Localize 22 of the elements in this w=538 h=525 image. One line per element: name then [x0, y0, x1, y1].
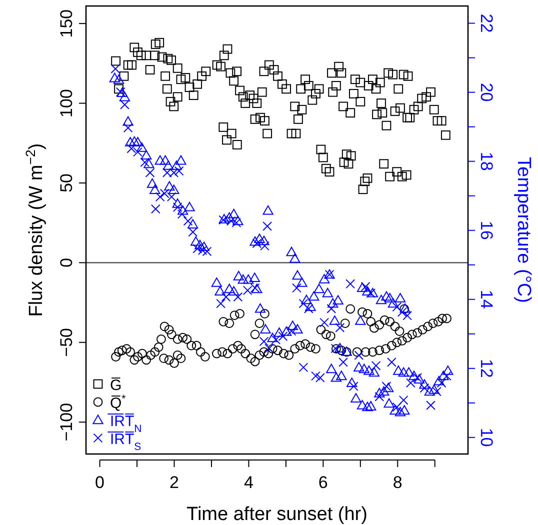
y2-tick-label: 22 [477, 14, 496, 33]
y-tick-label: −100 [57, 402, 76, 442]
y-tick-label: 150 [57, 9, 76, 38]
y2-tick-label: 16 [477, 220, 496, 240]
y2-tick-label: 20 [477, 82, 496, 102]
y2-axis-title: Temperature (°C) [513, 157, 534, 303]
x-axis-title: Time after sunset (hr) [186, 504, 368, 525]
y2-tick-label: 10 [477, 428, 496, 447]
y2-tick-label: 12 [477, 358, 496, 378]
legend-label: G̅ [110, 377, 122, 394]
y2-tick-label: 18 [477, 152, 496, 171]
x-tick-label: 4 [244, 473, 254, 492]
y-tick-label: 100 [57, 89, 76, 118]
x-tick-label: 0 [95, 473, 105, 492]
x-tick-label: 6 [318, 473, 328, 492]
x-tick-label: 2 [170, 473, 179, 492]
y-tick-label: −50 [57, 328, 76, 357]
y-tick-label: 50 [57, 174, 76, 192]
y-tick-label: 0 [57, 258, 76, 268]
y2-tick-label: 14 [477, 290, 496, 309]
x-tick-label: 8 [392, 473, 402, 492]
legend-label: Q̅$^{*}$ [110, 393, 126, 412]
